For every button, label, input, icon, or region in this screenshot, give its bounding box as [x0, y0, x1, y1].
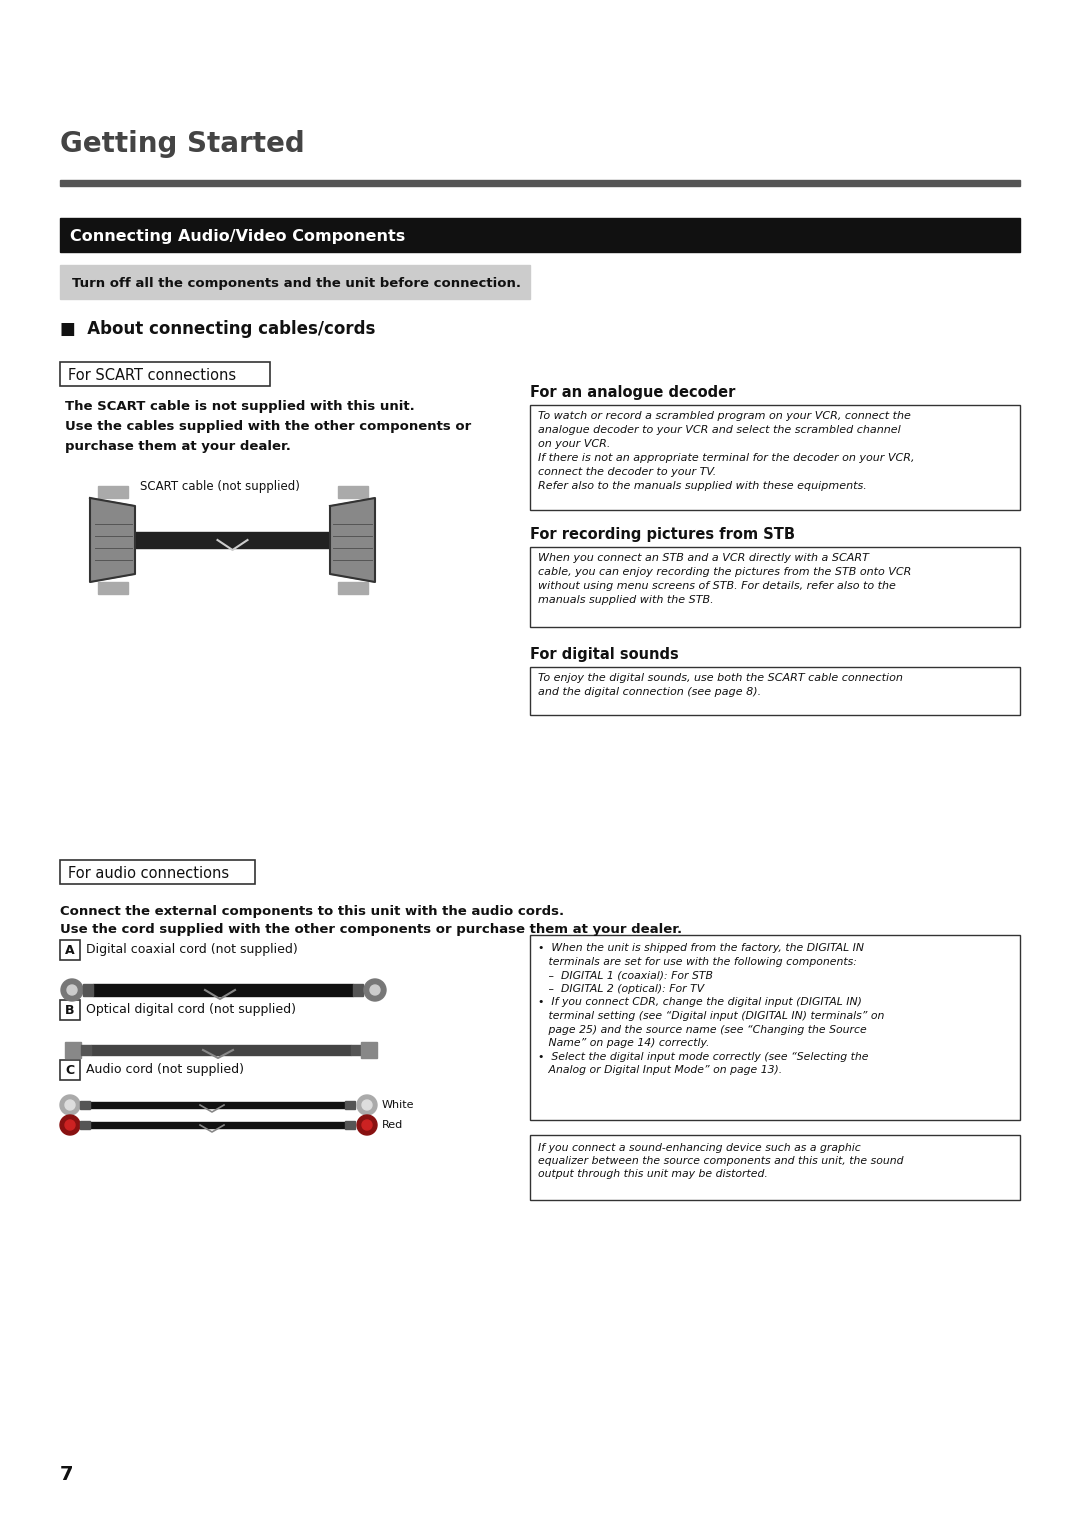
Bar: [90, 1102, 345, 1109]
Bar: [80, 1101, 90, 1109]
Text: For an analogue decoder: For an analogue decoder: [530, 385, 735, 401]
FancyBboxPatch shape: [60, 859, 255, 884]
FancyBboxPatch shape: [60, 940, 80, 960]
Circle shape: [60, 1095, 80, 1115]
Text: C: C: [66, 1064, 75, 1078]
Text: For audio connections: For audio connections: [68, 867, 229, 882]
Bar: [351, 1044, 361, 1055]
Text: The SCART cable is not supplied with this unit.: The SCART cable is not supplied with thi…: [65, 401, 415, 413]
Text: Red: Red: [382, 1121, 403, 1130]
Text: Use the cord supplied with the other components or purchase them at your dealer.: Use the cord supplied with the other com…: [60, 924, 683, 936]
Text: For digital sounds: For digital sounds: [530, 647, 678, 662]
Text: Digital coaxial cord (not supplied): Digital coaxial cord (not supplied): [86, 943, 298, 957]
Text: Turn off all the components and the unit before connection.: Turn off all the components and the unit…: [72, 277, 521, 291]
Text: •  When the unit is shipped from the factory, the DIGITAL IN
   terminals are se: • When the unit is shipped from the fact…: [538, 943, 885, 1075]
FancyBboxPatch shape: [530, 936, 1020, 1121]
Text: 7: 7: [60, 1465, 73, 1485]
Bar: [98, 583, 129, 593]
Text: To watch or record a scrambled program on your VCR, connect the
analogue decoder: To watch or record a scrambled program o…: [538, 411, 915, 491]
Circle shape: [357, 1115, 377, 1135]
Text: Getting Started: Getting Started: [60, 130, 305, 157]
Text: Use the cables supplied with the other components or: Use the cables supplied with the other c…: [65, 420, 471, 433]
Bar: [91, 1044, 351, 1055]
Circle shape: [357, 1095, 377, 1115]
Text: Audio cord (not supplied): Audio cord (not supplied): [86, 1064, 244, 1076]
Text: ■  About connecting cables/cords: ■ About connecting cables/cords: [60, 320, 376, 338]
Text: To enjoy the digital sounds, use both the SCART cable connection
and the digital: To enjoy the digital sounds, use both th…: [538, 673, 903, 697]
Circle shape: [362, 1121, 372, 1130]
Bar: [93, 985, 353, 995]
Bar: [83, 985, 93, 995]
Bar: [345, 1101, 355, 1109]
Text: B: B: [65, 1005, 75, 1017]
Bar: [338, 583, 368, 593]
Bar: [60, 180, 1020, 187]
Polygon shape: [90, 498, 135, 583]
Circle shape: [67, 985, 77, 995]
Polygon shape: [330, 498, 375, 583]
FancyBboxPatch shape: [530, 1135, 1020, 1200]
FancyBboxPatch shape: [530, 667, 1020, 716]
Text: White: White: [382, 1099, 415, 1110]
Circle shape: [60, 979, 83, 1001]
Circle shape: [60, 1115, 80, 1135]
Bar: [90, 1122, 345, 1128]
FancyBboxPatch shape: [60, 362, 270, 385]
Bar: [98, 486, 129, 498]
Circle shape: [362, 1099, 372, 1110]
Text: For recording pictures from STB: For recording pictures from STB: [530, 528, 795, 541]
Text: A: A: [65, 945, 75, 957]
Circle shape: [65, 1099, 75, 1110]
Bar: [135, 532, 330, 547]
FancyBboxPatch shape: [60, 1000, 80, 1020]
Circle shape: [370, 985, 380, 995]
Bar: [338, 486, 368, 498]
Circle shape: [364, 979, 386, 1001]
Text: For SCART connections: For SCART connections: [68, 368, 237, 384]
FancyBboxPatch shape: [60, 1060, 80, 1079]
Bar: [80, 1121, 90, 1128]
FancyBboxPatch shape: [530, 405, 1020, 511]
Text: SCART cable (not supplied): SCART cable (not supplied): [140, 480, 300, 492]
Bar: [361, 1041, 377, 1058]
Bar: [60, 219, 1020, 252]
Bar: [81, 1044, 91, 1055]
Circle shape: [65, 1121, 75, 1130]
Text: purchase them at your dealer.: purchase them at your dealer.: [65, 440, 291, 453]
Bar: [65, 1041, 81, 1058]
Bar: [60, 265, 530, 300]
Text: When you connect an STB and a VCR directly with a SCART
cable, you can enjoy rec: When you connect an STB and a VCR direct…: [538, 553, 912, 605]
FancyBboxPatch shape: [530, 547, 1020, 627]
Text: Connecting Audio/Video Components: Connecting Audio/Video Components: [70, 229, 405, 245]
Text: Connect the external components to this unit with the audio cords.: Connect the external components to this …: [60, 905, 564, 917]
Bar: [345, 1121, 355, 1128]
Text: If you connect a sound-enhancing device such as a graphic
equalizer between the : If you connect a sound-enhancing device …: [538, 1144, 904, 1179]
Bar: [353, 985, 363, 995]
Text: Optical digital cord (not supplied): Optical digital cord (not supplied): [86, 1003, 296, 1017]
